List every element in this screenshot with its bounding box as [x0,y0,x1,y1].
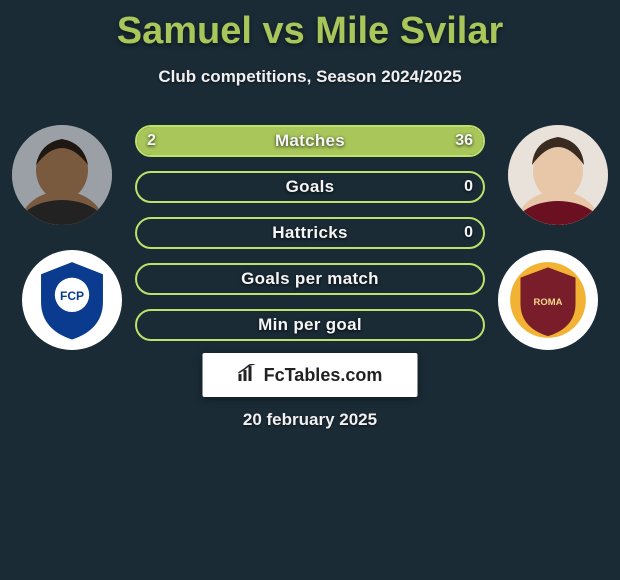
player-avatar-left [12,125,112,225]
face-icon [508,125,608,225]
stat-label: Goals [137,177,483,197]
stat-row: 0Goals [135,171,485,203]
stat-label: Hattricks [137,223,483,243]
page-title: Samuel vs Mile Svilar [0,0,620,53]
stat-rows: 236Matches 0Goals 0Hattricks Goals per matc… [135,125,485,355]
stat-label: Goals per match [137,269,483,289]
crest-icon: ROMA [505,257,591,343]
branding-text: FcTables.com [264,365,383,386]
stat-label: Matches [137,131,483,151]
stat-row: Min per goal [135,309,485,341]
crest-icon: FCP [29,257,115,343]
branding-box: FcTables.com [203,353,418,397]
stat-row: 0Hattricks [135,217,485,249]
face-icon [12,125,112,225]
date-text: 20 february 2025 [0,410,620,430]
player-avatar-right [508,125,608,225]
comparison-infographic: Samuel vs Mile Svilar Club competitions,… [0,0,620,580]
stat-row: Goals per match [135,263,485,295]
stat-label: Min per goal [137,315,483,335]
club-badge-left: FCP [22,250,122,350]
club-badge-right: ROMA [498,250,598,350]
svg-text:ROMA: ROMA [534,297,563,308]
svg-text:FCP: FCP [60,289,84,303]
subtitle: Club competitions, Season 2024/2025 [0,67,620,87]
chart-icon [238,364,258,387]
stat-row: 236Matches [135,125,485,157]
